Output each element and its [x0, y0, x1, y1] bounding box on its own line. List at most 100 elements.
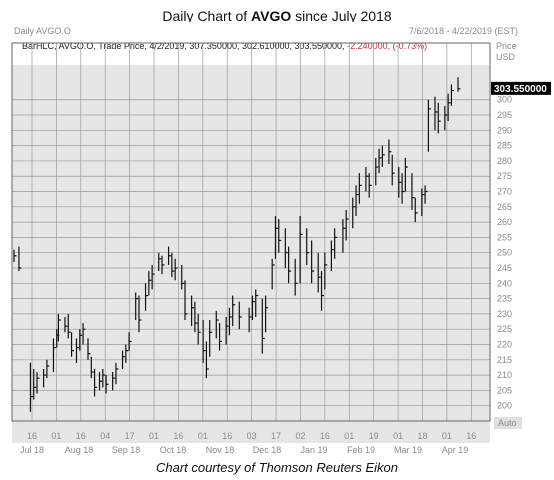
price-bars: [13, 77, 461, 412]
y-tick-label: 280: [497, 156, 512, 166]
price-bar: [317, 252, 321, 293]
price-bar: [191, 295, 195, 327]
title-ticker: AVGO: [251, 8, 292, 24]
x-tick-label: 16: [466, 431, 476, 441]
y-tick-label: 210: [497, 370, 512, 380]
x-tick-label: 16: [27, 431, 37, 441]
price-bar: [215, 310, 219, 339]
price-bar: [255, 289, 259, 317]
y-tick-label: 270: [497, 187, 512, 197]
auto-button[interactable]: [494, 417, 522, 429]
price-bar: [184, 280, 188, 321]
price-bar: [248, 307, 252, 333]
price-bar: [424, 185, 428, 204]
price-bar: [457, 77, 461, 92]
price-bar: [271, 258, 275, 290]
price-bar: [205, 341, 209, 379]
x-tick-label: 17: [125, 431, 135, 441]
price-bar: [174, 258, 178, 281]
y-tick-label: 220: [497, 340, 512, 350]
y-tick-label: 245: [497, 263, 512, 273]
price-bar: [450, 84, 454, 106]
x-tick-label: 19: [369, 431, 379, 441]
price-bar: [411, 173, 415, 210]
date-range-label: 7/6/2018 - 4/22/2019 (EST): [409, 26, 518, 36]
price-bar: [274, 215, 278, 259]
price-bar: [112, 372, 116, 391]
price-bar: [358, 173, 362, 204]
price-bar: [225, 316, 229, 345]
symbol-label: Daily AVGO.O: [14, 26, 71, 36]
y-tick-label: 255: [497, 232, 512, 242]
y-tick-label: 290: [497, 125, 512, 135]
y-tick-label: 200: [497, 401, 512, 411]
price-bar: [115, 362, 119, 385]
price-bar: [388, 139, 392, 164]
price-bar: [135, 292, 139, 321]
price-bar: [378, 148, 382, 174]
price-bar: [93, 368, 98, 397]
x-month-label: Sep 18: [112, 445, 141, 455]
price-bar: [70, 332, 75, 357]
y-tick-label: 265: [497, 202, 512, 212]
price-bar: [368, 173, 372, 198]
price-bar: [375, 157, 379, 186]
x-month-label: Aug 18: [65, 445, 94, 455]
x-month-label: Jan 19: [300, 445, 327, 455]
price-bar: [151, 264, 155, 290]
price-bar: [232, 295, 236, 327]
price-chart: Daily AVGO.O 7/6/2018 - 4/22/2019 (EST) …: [0, 22, 554, 458]
y-tick-label: 260: [497, 217, 512, 227]
x-month-label: Feb 19: [347, 445, 375, 455]
x-tick-label: 01: [344, 431, 354, 441]
x-month-label: Dec 18: [253, 445, 282, 455]
price-bar: [64, 316, 68, 333]
price-bar: [447, 93, 451, 122]
price-bar: [324, 252, 328, 290]
price-bar: [265, 295, 269, 333]
price-bar: [197, 313, 201, 345]
x-axis-labels: 16 01 16 04 17 01 16 01 16 03 17 02 16 01 19 01 18 01 16 Ju…: [20, 431, 476, 455]
price-bar: [345, 209, 349, 241]
price-bar: [365, 167, 369, 192]
last-value-marker: 303.550000: [491, 81, 551, 95]
price-bar: [13, 249, 17, 262]
price-bar: [238, 301, 242, 330]
price-bar: [334, 228, 338, 259]
y-tick-label: 240: [497, 278, 512, 288]
price-bar: [355, 185, 359, 216]
price-bar: [98, 372, 103, 391]
price-bar: [46, 359, 50, 379]
price-bar: [278, 219, 282, 253]
price-bar: [398, 167, 402, 198]
price-bar: [105, 375, 109, 394]
price-bar: [52, 338, 56, 373]
price-bar: [209, 320, 213, 357]
x-tick-label: 16: [222, 431, 232, 441]
change-abs: -2.240000,: [347, 41, 390, 51]
x-month-label: Mar 19: [394, 445, 422, 455]
x-tick-label: 17: [271, 431, 281, 441]
price-bar: [90, 356, 94, 379]
last-value-label: 303.550000: [494, 84, 547, 95]
x-tick-label: 03: [247, 431, 257, 441]
price-bar: [87, 338, 91, 360]
price-bar: [36, 372, 40, 394]
price-bar: [171, 252, 175, 278]
x-month-label: Nov 18: [206, 445, 235, 455]
price-bar: [102, 368, 106, 388]
y-tick-label: 275: [497, 171, 512, 181]
price-bar: [82, 323, 86, 345]
month-band: [12, 65, 490, 443]
price-bar: [421, 188, 425, 216]
price-bar: [434, 96, 438, 131]
x-tick-label: 01: [442, 431, 452, 441]
price-bar: [158, 252, 162, 272]
x-tick-label: 01: [198, 431, 208, 441]
x-tick-label: 16: [173, 431, 183, 441]
price-bar: [284, 228, 288, 269]
price-bar: [444, 105, 448, 131]
x-tick-label: 16: [320, 431, 330, 441]
price-bar: [181, 264, 185, 290]
y-tick-label: 250: [497, 248, 512, 258]
